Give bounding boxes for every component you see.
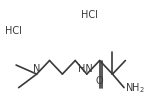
- Text: NH$_2$: NH$_2$: [125, 81, 145, 95]
- Text: HN: HN: [78, 64, 93, 74]
- Text: HCl: HCl: [81, 10, 98, 20]
- Text: O: O: [96, 77, 103, 87]
- Text: N: N: [33, 64, 40, 74]
- Text: HCl: HCl: [5, 26, 21, 36]
